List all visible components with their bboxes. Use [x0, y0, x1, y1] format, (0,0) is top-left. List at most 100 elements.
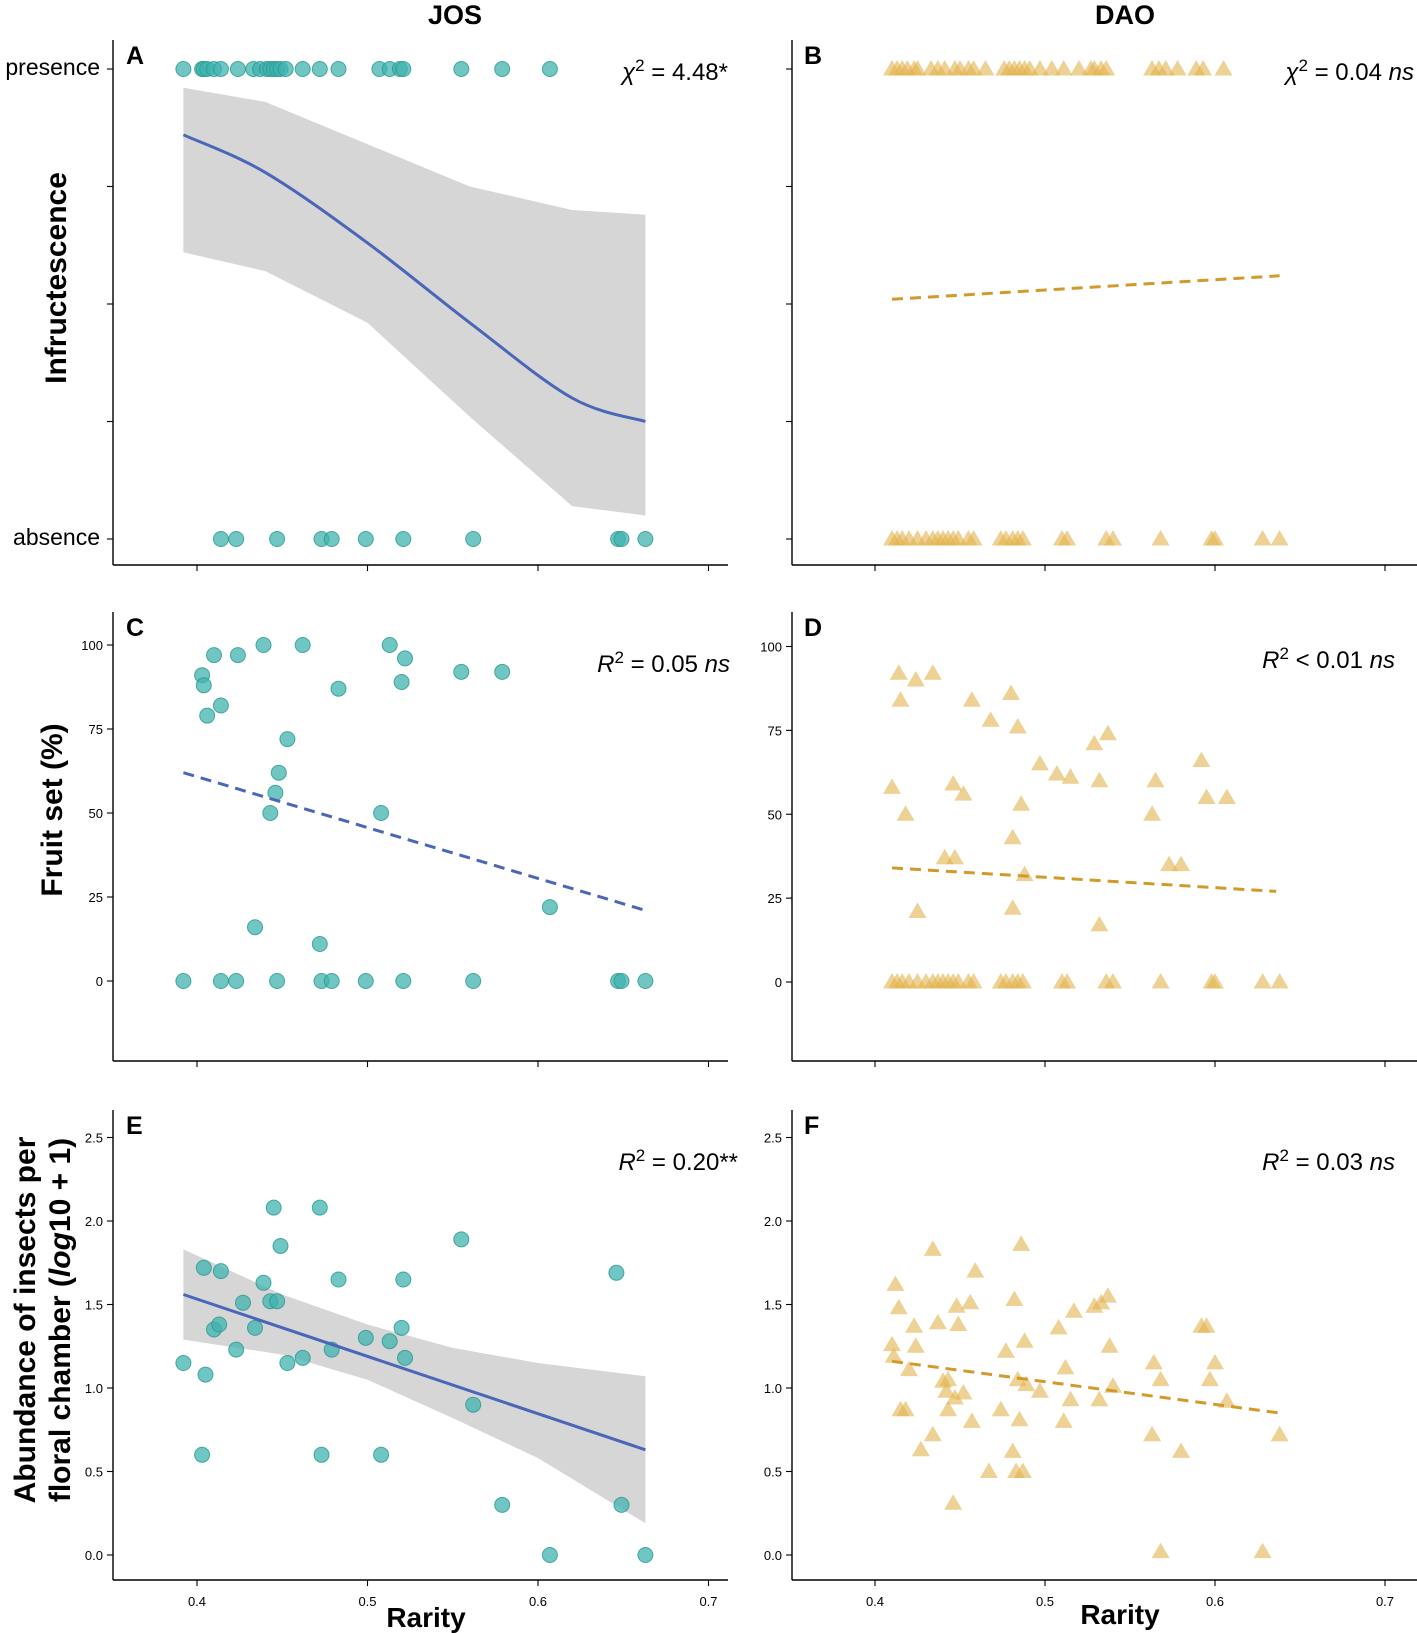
data-point [939, 1370, 958, 1387]
data-point [1156, 60, 1175, 76]
x-axis-title-rarity-jos: Rarity [386, 1602, 466, 1633]
data-point [279, 731, 296, 748]
data-point [1017, 1375, 1036, 1392]
data-point [1098, 1287, 1117, 1303]
data-point [494, 663, 511, 680]
data-point [175, 1355, 192, 1371]
data-point [900, 1360, 918, 1377]
data-point [1005, 1290, 1024, 1306]
data-point [1056, 1359, 1075, 1375]
data-points [883, 1235, 1289, 1559]
data-point [883, 1335, 901, 1352]
stat-label-b: χ2 = 0.04 ns [1283, 56, 1414, 87]
data-point [199, 707, 216, 724]
data-point [996, 1342, 1015, 1358]
y-tick-label: 1.0 [85, 1381, 103, 1396]
y-tick-label: 2.0 [85, 1214, 103, 1229]
y-tick-label: 25 [89, 890, 103, 905]
data-point [494, 1496, 511, 1513]
fit-line [182, 133, 646, 423]
data-point [944, 1494, 963, 1510]
data-point [928, 1313, 947, 1330]
data-point [272, 1238, 289, 1254]
data-point [1098, 724, 1117, 741]
data-point [954, 1384, 973, 1400]
data-point [981, 711, 1000, 727]
data-point [294, 61, 311, 77]
data-point [330, 1271, 347, 1288]
data-point [269, 973, 286, 989]
data-point [381, 1333, 398, 1350]
data-point [1100, 1337, 1119, 1353]
confidence-band [183, 87, 646, 516]
fit-line [891, 274, 1280, 301]
data-point [1160, 855, 1179, 872]
panel-a: A presence absence Infructescence χ2 = 4… [5, 40, 728, 571]
data-point [1064, 1302, 1083, 1318]
y-tick-label: 0 [775, 975, 782, 990]
data-point [277, 61, 294, 77]
column-title-dao: DAO [1095, 0, 1155, 30]
data-point [1090, 1390, 1109, 1407]
data-point [1003, 1442, 1022, 1458]
data-point [637, 1547, 654, 1563]
data-point [262, 805, 279, 821]
y-tick-label: 2.5 [764, 1131, 782, 1146]
data-point [453, 663, 470, 680]
data-point [313, 1446, 330, 1463]
data-point [1061, 768, 1080, 784]
data-point [1030, 1382, 1049, 1398]
data-point [1058, 530, 1077, 546]
data-point [1172, 1442, 1190, 1458]
stat-label-c: R2 = 0.05 ns [597, 648, 730, 679]
data-point [1146, 771, 1165, 788]
data-points [883, 60, 1289, 546]
data-point [311, 1199, 328, 1216]
data-point [1061, 1390, 1080, 1407]
y-tick-label: 0.0 [85, 1548, 103, 1563]
data-point [964, 973, 983, 989]
panel-d-plot-area: 0 25 50 75 100 [760, 612, 1417, 1067]
data-point [1270, 530, 1289, 546]
data-point [393, 674, 410, 690]
data-point [395, 61, 412, 77]
data-point [1002, 684, 1020, 700]
absence-label: absence [13, 524, 100, 550]
y-tick-label: 1.5 [764, 1298, 782, 1313]
data-point [954, 785, 973, 801]
data-point [1030, 754, 1049, 771]
panel-a-plot-area [107, 40, 728, 571]
data-point [1172, 855, 1190, 872]
x-tick-label: 0.4 [866, 1594, 884, 1609]
data-point [911, 1440, 930, 1457]
y-axis-title-infructescence: Infructescence [40, 172, 73, 384]
fit-line [891, 1359, 1280, 1415]
data-point [613, 1496, 630, 1513]
data-point [229, 647, 246, 664]
data-point [212, 531, 229, 547]
data-point [1054, 60, 1073, 76]
panel-e: 0.4 0.5 0.6 0.7 0.0 0.5 1.0 1.5 2.0 2.5 E Abundan… [9, 1110, 738, 1633]
data-point [247, 919, 263, 936]
data-point [269, 531, 286, 547]
data-point [395, 1271, 412, 1288]
y-tick-label: 50 [768, 807, 782, 822]
data-point [279, 1355, 296, 1371]
data-point [235, 1294, 251, 1311]
data-point [1143, 1425, 1162, 1442]
data-point [945, 1389, 964, 1405]
data-point [886, 1275, 905, 1291]
panel-letter-c: C [126, 614, 144, 642]
data-point [1070, 60, 1088, 76]
y-tick-label: 75 [89, 722, 103, 737]
data-point [961, 1293, 980, 1310]
data-point [1217, 788, 1236, 804]
data-point [206, 647, 222, 664]
data-point [906, 1337, 925, 1353]
y-tick-label: 25 [768, 891, 782, 906]
data-point [453, 1231, 470, 1248]
data-point [1151, 530, 1170, 546]
data-point [1054, 1412, 1073, 1428]
data-point [1010, 1410, 1029, 1427]
data-point [1270, 1425, 1289, 1442]
